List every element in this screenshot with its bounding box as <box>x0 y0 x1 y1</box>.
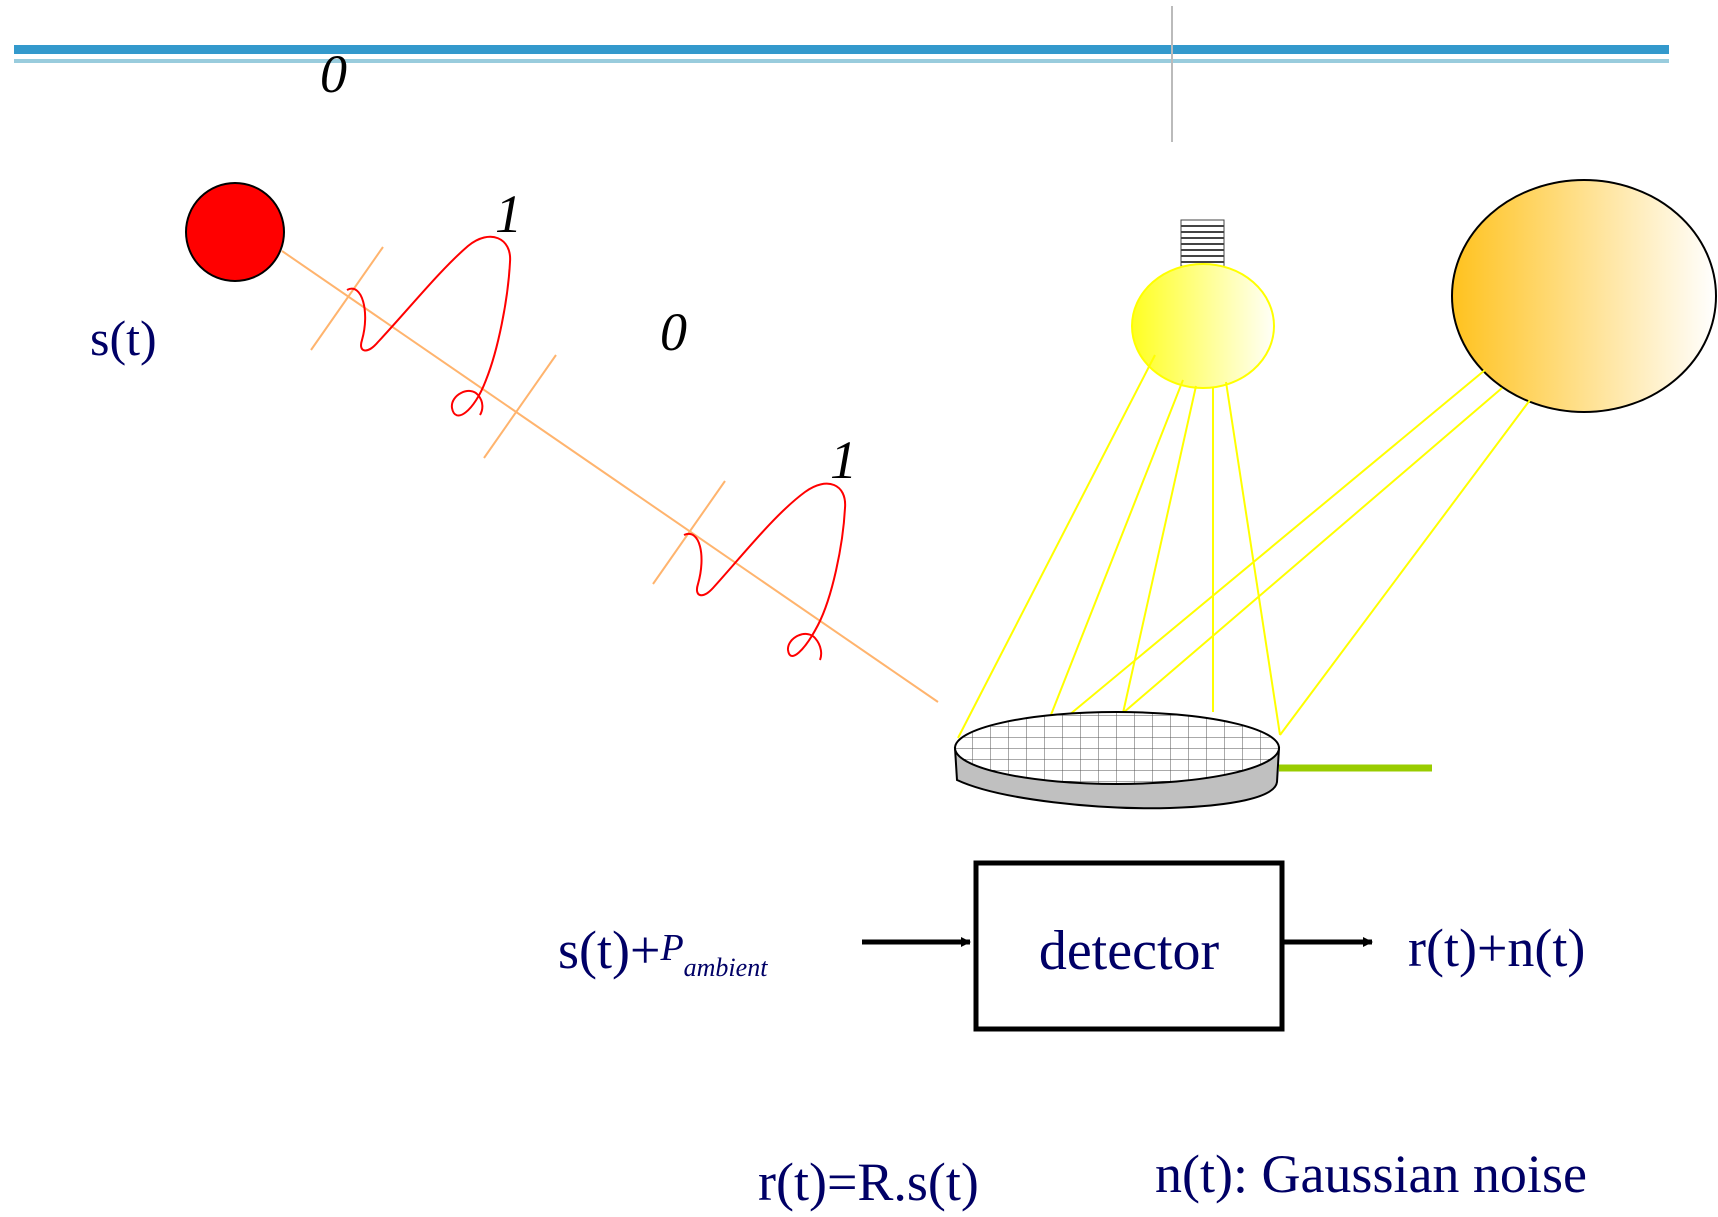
pulse-waveform-1 <box>346 235 512 417</box>
bit-label-1: 1 <box>495 184 522 244</box>
bit-label-2: 0 <box>660 302 687 362</box>
detector-block <box>973 860 1285 1032</box>
header-bar-light <box>14 59 1669 63</box>
header-bar-dark <box>14 45 1669 54</box>
photodetector-disk <box>953 711 1281 810</box>
source-signal-label: s(t) <box>90 310 157 366</box>
noise-definition: n(t): Gaussian noise <box>1155 1144 1587 1204</box>
bit-slot-ticks <box>310 246 726 585</box>
ambient-power-subscript: ambient <box>684 953 769 982</box>
input-signal-prefix: s(t)+ <box>558 920 660 980</box>
ambient-power-symbol: P <box>659 927 683 969</box>
response-equation: r(t)=R.s(t) <box>758 1152 979 1212</box>
optical-source-circle <box>185 182 285 282</box>
bit-label-3: 1 <box>830 430 857 490</box>
detector-block-label: detector <box>1039 920 1220 982</box>
bit-label-top: 0 <box>320 44 347 104</box>
output-signal-label: r(t)+n(t) <box>1408 918 1585 978</box>
lamp-icon <box>1131 219 1275 389</box>
pulse-waveform-2 <box>683 482 847 661</box>
sun-icon <box>1451 179 1717 413</box>
ambient-light-rays <box>957 354 1531 739</box>
input-signal-label: s(t)+Pambient <box>558 920 768 982</box>
